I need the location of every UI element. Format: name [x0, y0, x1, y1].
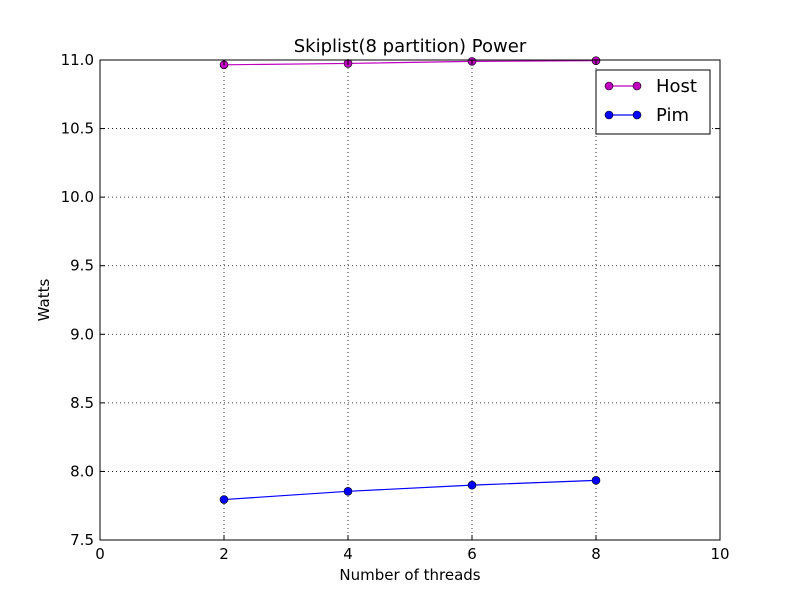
series-group — [223, 60, 597, 501]
y-tick-label: 8.0 — [70, 462, 94, 480]
legend-marker-host — [632, 81, 642, 91]
x-axis-label: Number of threads — [339, 566, 480, 584]
legend-label-pim: Pim — [656, 105, 689, 126]
data-point-pim — [343, 487, 353, 496]
series-line-host — [223, 60, 597, 66]
y-tick-label: 7.5 — [70, 531, 94, 549]
y-tick-label: 9.5 — [70, 257, 94, 275]
axis-ticks: 0 2 4 6 8 10 7.5 8.0 8.5 9.0 9.5 10.0 10.5 11.0 — [61, 51, 730, 563]
x-tick-label: 6 — [467, 545, 477, 563]
legend-marker-pim — [604, 110, 614, 120]
legend-marker-pim — [632, 110, 642, 120]
y-tick-label: 10.0 — [61, 188, 94, 206]
y-axis-label: Watts — [35, 279, 53, 322]
plot-frame — [99, 59, 721, 541]
y-tick-label: 11.0 — [61, 51, 94, 69]
data-point-pim — [219, 495, 229, 504]
y-tick-label: 8.5 — [70, 394, 94, 412]
data-point-pim — [591, 476, 601, 485]
legend: Host Pim — [595, 69, 711, 135]
data-point-pim — [467, 480, 477, 490]
y-tick-label: 10.5 — [61, 120, 94, 138]
x-tick-label: 8 — [591, 545, 601, 563]
y-tick-label: 9.0 — [70, 325, 94, 343]
x-tick-label: 2 — [219, 545, 229, 563]
x-tick-label: 0 — [95, 545, 105, 563]
x-tick-label: 10 — [710, 545, 729, 563]
series-line-pim — [223, 479, 597, 501]
legend-marker-host — [604, 81, 614, 91]
chart-title: Skiplist(8 partition) Power — [294, 36, 527, 57]
plot-area — [100, 60, 720, 540]
legend-box — [595, 69, 711, 135]
x-tick-label: 4 — [343, 545, 353, 563]
legend-label-host: Host — [656, 76, 697, 97]
